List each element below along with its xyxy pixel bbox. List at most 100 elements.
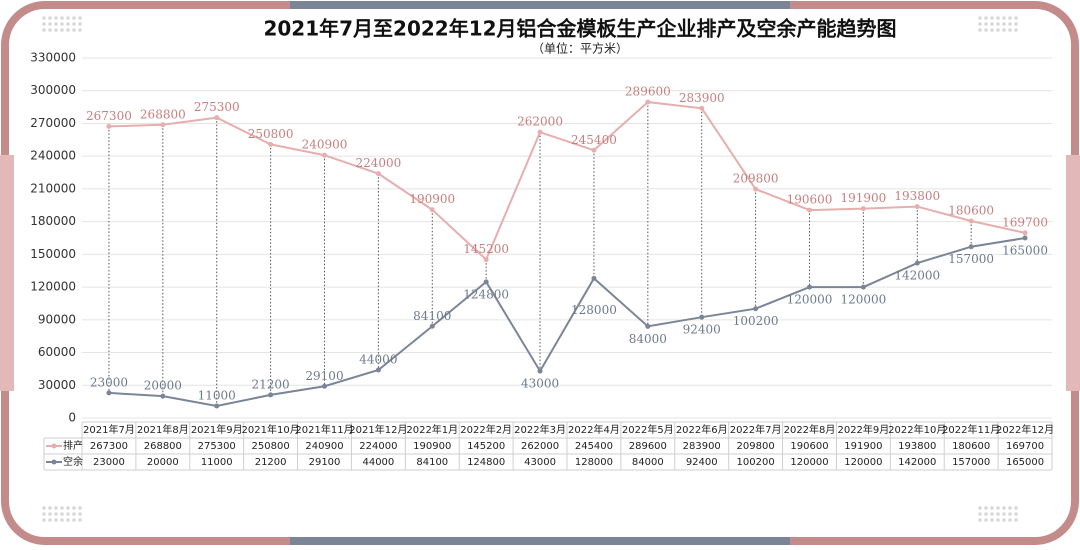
x-tick-label: 2022年1月 (406, 423, 458, 436)
data-label: 190600 (787, 193, 833, 207)
x-tick-label: 2022年7月 (730, 423, 782, 436)
data-label: 11000 (198, 389, 236, 403)
data-point (483, 279, 489, 285)
decor-dot (1002, 22, 1006, 26)
decor-dot (42, 22, 46, 26)
data-label: 245400 (571, 133, 617, 147)
data-label: 29100 (305, 369, 343, 383)
data-point (106, 390, 112, 396)
decor-dot (1002, 506, 1006, 510)
table-value: 268800 (144, 441, 182, 452)
data-label: 20000 (144, 379, 182, 393)
table-value: 29100 (309, 457, 341, 468)
decor-dot (1008, 22, 1012, 26)
table-value: 100200 (737, 457, 775, 468)
decor-dot (42, 512, 46, 516)
decor-dot (54, 28, 58, 32)
frame-accent (290, 537, 790, 545)
y-tick-label: 240000 (30, 149, 76, 163)
data-label: 240900 (302, 138, 348, 152)
data-label: 191900 (840, 191, 886, 205)
table-value: 44000 (362, 457, 394, 468)
decor-dot (1014, 518, 1018, 522)
decor-dot (996, 28, 1000, 32)
decor-dot (42, 16, 46, 20)
decor-dot (78, 22, 82, 26)
table-value: 145200 (467, 441, 505, 452)
decor-dot (60, 506, 64, 510)
decor-dot (1008, 28, 1012, 32)
data-point (375, 171, 381, 177)
decor-dot (978, 512, 982, 516)
table-value: 128000 (575, 457, 613, 468)
decor-dot (978, 518, 982, 522)
decor-dot (984, 506, 988, 510)
table-value: 283900 (683, 441, 721, 452)
decor-dot (66, 512, 70, 516)
decor-dot (1014, 16, 1018, 20)
data-point (753, 186, 759, 192)
table-value: 21200 (255, 457, 287, 468)
decor-dot (1002, 518, 1006, 522)
decor-dot (990, 16, 994, 20)
decor-dot (66, 16, 70, 20)
decor-dot (1002, 28, 1006, 32)
data-point (429, 207, 435, 213)
x-tick-label: 2021年8月 (137, 423, 189, 436)
decor-dot (996, 16, 1000, 20)
side-tab (0, 155, 14, 391)
side-tab (1066, 155, 1080, 391)
decor-dot (60, 518, 64, 522)
series-line (108, 237, 1026, 408)
data-label: 190900 (409, 192, 455, 206)
table-value: 157000 (952, 457, 990, 468)
series-line (108, 101, 1026, 262)
y-tick-label: 120000 (30, 280, 76, 294)
data-point (1022, 235, 1028, 241)
decor-dot (60, 512, 64, 516)
data-point (860, 284, 866, 290)
x-tick-label: 2022年8月 (784, 423, 836, 436)
x-tick-label: 2022年12月 (996, 423, 1054, 436)
data-label: 193800 (894, 189, 940, 203)
decor-dot (42, 28, 46, 32)
decor-dot (978, 22, 982, 26)
decor-dot (54, 506, 58, 510)
data-point (375, 367, 381, 373)
data-label: 120000 (840, 293, 886, 307)
data-point (645, 323, 651, 329)
decor-dot (1002, 16, 1006, 20)
legend-marker (51, 459, 57, 465)
y-tick-label: 210000 (30, 181, 76, 195)
data-label: 92400 (683, 323, 721, 337)
data-label: 224000 (355, 156, 401, 170)
decor-dot (60, 28, 64, 32)
data-point (699, 314, 705, 320)
data-point (322, 152, 327, 158)
x-tick-label: 2022年4月 (568, 423, 620, 436)
data-point (753, 306, 759, 312)
data-point (106, 123, 112, 129)
decor-dot (996, 22, 1000, 26)
decor-dot (984, 512, 988, 516)
legend-label: 空余 (63, 455, 83, 468)
data-point (914, 260, 920, 266)
decor-dot (54, 16, 58, 20)
data-label: 44000 (359, 353, 397, 367)
decor-dot (990, 512, 994, 516)
decor-dot (996, 506, 1000, 510)
decor-dot (72, 16, 76, 20)
decor-dot (78, 16, 82, 20)
decor-dot (978, 16, 982, 20)
data-label: 100200 (733, 314, 779, 328)
decor-dot (990, 518, 994, 522)
decor-dot (1008, 512, 1012, 516)
decor-dot (984, 22, 988, 26)
decor-dot (984, 28, 988, 32)
table-value: 120000 (844, 457, 882, 468)
table-value: 23000 (93, 457, 125, 468)
x-tick-label: 2022年3月 (514, 423, 566, 436)
y-tick-label: 180000 (30, 214, 76, 228)
table-value: 245400 (575, 441, 613, 452)
decor-dot (1014, 512, 1018, 516)
